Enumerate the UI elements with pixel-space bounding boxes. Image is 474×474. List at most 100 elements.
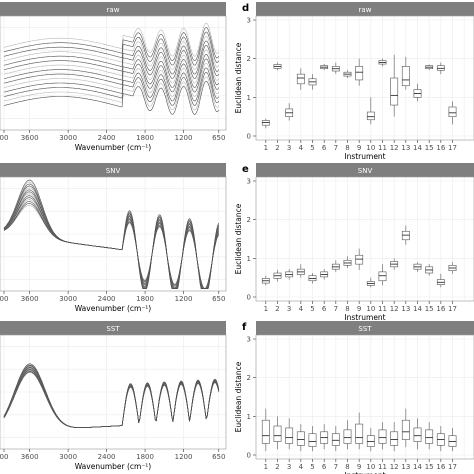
box-12 bbox=[390, 258, 399, 270]
x-tick-label: 13 bbox=[401, 463, 410, 471]
x-tick-label: 2 bbox=[275, 305, 279, 313]
facet-strip bbox=[256, 163, 474, 177]
facet-strip-label: SNV bbox=[358, 167, 373, 175]
box-12 bbox=[390, 54, 399, 117]
facet-strip-label: SNV bbox=[106, 167, 121, 175]
y-axis-title: Euclidean distance bbox=[234, 203, 243, 274]
spectrum-line bbox=[3, 71, 220, 106]
x-tick-label: 3 bbox=[287, 305, 291, 313]
box-9 bbox=[355, 248, 364, 270]
panel-frame bbox=[0, 15, 227, 131]
facet-strip bbox=[0, 2, 226, 16]
x-tick-label: 10 bbox=[366, 144, 375, 152]
box-8 bbox=[343, 420, 352, 450]
panel-frame bbox=[255, 334, 474, 460]
x-tick-label: 2 bbox=[275, 144, 279, 152]
x-tick-label: 13 bbox=[401, 144, 410, 152]
box-iqr bbox=[355, 423, 364, 444]
box-16 bbox=[436, 273, 445, 288]
box-iqr bbox=[448, 106, 457, 117]
spectrum-line bbox=[3, 201, 220, 289]
x-tick-label: 650 bbox=[212, 134, 225, 142]
spectrum-line bbox=[3, 36, 220, 71]
spectrum-line bbox=[3, 195, 220, 290]
box-iqr bbox=[425, 429, 434, 444]
x-tick-label: 12 bbox=[390, 463, 399, 471]
x-tick-label: 7 bbox=[334, 144, 338, 152]
box-13 bbox=[401, 56, 410, 90]
x-tick-label: 13 bbox=[401, 305, 410, 313]
box-2 bbox=[273, 269, 282, 282]
x-tick-label: 7 bbox=[334, 305, 338, 313]
x-tick-label: 17 bbox=[448, 144, 457, 152]
box-iqr bbox=[413, 427, 422, 442]
x-axis-title: Wavenumber (cm⁻¹) bbox=[75, 304, 152, 313]
spectrum-line bbox=[3, 54, 220, 88]
facet-strip bbox=[0, 163, 226, 177]
box-6 bbox=[320, 269, 329, 280]
x-tick-label: 11 bbox=[378, 463, 387, 471]
x-tick-label: 00 bbox=[0, 453, 8, 461]
y-tick-label: 1 bbox=[247, 255, 251, 263]
x-tick-label: 14 bbox=[413, 305, 422, 313]
spectrum-line bbox=[3, 27, 220, 62]
x-axis-title: Wavenumber (cm⁻¹) bbox=[75, 462, 152, 471]
x-tick-label: 9 bbox=[357, 305, 361, 313]
spectrum-line bbox=[3, 58, 220, 93]
box-10 bbox=[366, 97, 375, 125]
x-tick-label: 10 bbox=[366, 463, 375, 471]
spectrum-line bbox=[3, 49, 220, 84]
box-7 bbox=[331, 62, 340, 75]
box-14 bbox=[413, 418, 422, 450]
x-axis-title: Instrument bbox=[344, 471, 385, 474]
box-iqr bbox=[308, 433, 317, 447]
box-8 bbox=[343, 70, 352, 78]
box-15 bbox=[425, 264, 434, 276]
x-tick-label: 3600 bbox=[21, 453, 39, 461]
box-3 bbox=[285, 418, 294, 450]
box-2 bbox=[273, 62, 282, 71]
spectrum-line bbox=[3, 31, 220, 66]
x-tick-label: 1800 bbox=[136, 453, 154, 461]
panel-frame bbox=[255, 15, 474, 141]
x-tick-label: 1800 bbox=[136, 134, 154, 142]
box-17 bbox=[448, 101, 457, 125]
box-5 bbox=[308, 273, 317, 284]
spectrum-line bbox=[3, 40, 220, 75]
x-tick-label: 1 bbox=[264, 144, 268, 152]
y-axis-title: Euclidean distance bbox=[234, 42, 243, 113]
box-7 bbox=[331, 260, 340, 272]
box-9 bbox=[355, 412, 364, 450]
x-tick-label: 5 bbox=[310, 463, 314, 471]
box-13 bbox=[401, 225, 410, 245]
box-iqr bbox=[296, 431, 305, 446]
spectrum-line bbox=[3, 187, 220, 290]
box-6 bbox=[320, 64, 329, 71]
box-2 bbox=[273, 416, 282, 450]
box-3 bbox=[285, 269, 294, 280]
box-8 bbox=[343, 256, 352, 268]
x-tick-label: 16 bbox=[436, 463, 445, 471]
box-4 bbox=[296, 424, 305, 452]
x-tick-label: 3600 bbox=[21, 134, 39, 142]
box-iqr bbox=[343, 429, 352, 444]
facet-strip-label: raw bbox=[359, 6, 372, 14]
box-iqr bbox=[296, 73, 305, 85]
x-tick-label: 5 bbox=[310, 144, 314, 152]
y-tick-label: 1 bbox=[247, 413, 251, 421]
facet-strip-label: SST bbox=[106, 325, 120, 333]
x-tick-label: 6 bbox=[322, 305, 327, 313]
spectra-panel-sst: SST 00 3600 3000 2400 1800 1200 650 Wavenumber (… bbox=[0, 321, 227, 471]
x-tick-label: 5 bbox=[310, 305, 314, 313]
x-tick-label: 1 bbox=[264, 305, 268, 313]
x-tick-label: 3600 bbox=[21, 295, 39, 303]
y-tick-label: 0 bbox=[247, 294, 251, 302]
x-tick-label: 8 bbox=[345, 305, 349, 313]
x-tick-label: 1200 bbox=[175, 453, 193, 461]
y-tick-label: 3 bbox=[247, 17, 251, 25]
x-tick-label: 16 bbox=[436, 144, 445, 152]
facet-strip-label: SST bbox=[358, 325, 372, 333]
box-iqr bbox=[331, 433, 340, 446]
panel-letter: d bbox=[242, 3, 249, 14]
